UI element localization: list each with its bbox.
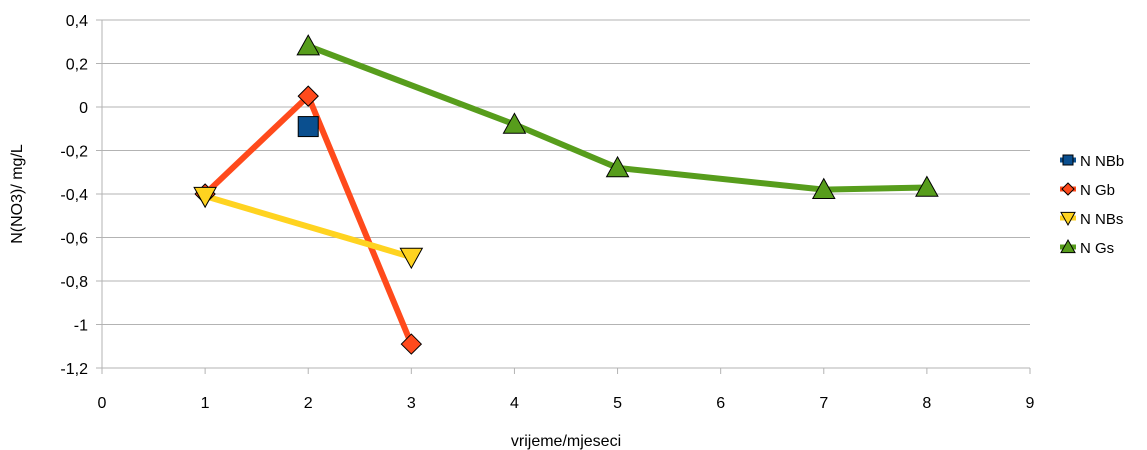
y-tick-label: -0,2 [60,144,88,161]
y-axis-label: N(NO3)/ mg/L [9,144,26,244]
data-point-1 [297,116,319,138]
x-tick-label: 7 [819,395,828,412]
data-point-2 [400,333,423,355]
legend-marker [1061,182,1075,196]
legend: N NBb N Gb N NBs N Gs [1060,153,1124,257]
tick-labels: 0,4 0,2 0 -0,2 -0,4 -0,6 -0,8 -1 -1,2 0 1 2 3 4 5 6 7 8 9 [60,13,1034,412]
legend-label: N Gs [1080,240,1114,257]
y-tick-label: 0 [79,100,88,117]
x-tick-label: 5 [613,395,622,412]
data-point-4 [502,112,527,134]
x-tick-label: 4 [510,395,519,412]
y-tick-label: -0,4 [60,187,88,204]
legend-marker [1060,238,1076,254]
y-tick-label: -0,8 [60,274,88,291]
y-tick-label: -0,6 [60,231,88,248]
x-tick-label: 6 [716,395,725,412]
data-point-4 [296,34,321,56]
legend-marker [1060,211,1076,227]
x-tick-label: 3 [407,395,416,412]
series-layer [193,34,939,355]
series-line-3 [204,193,413,260]
data-point-4 [605,155,630,178]
data-point-4 [915,175,939,197]
legend-marker [1062,154,1074,166]
y-tick-label: 0,4 [66,13,88,30]
legend-label: N NBs [1080,211,1123,228]
x-tick-label: 2 [304,395,313,412]
grid [102,19,1030,369]
y-tick-label: -1,2 [60,361,88,378]
x-tick-label: 8 [922,395,931,412]
axes [96,19,1031,374]
y-tick-label: 0,2 [66,57,88,74]
legend-label: N NBb [1080,153,1124,170]
x-tick-label: 9 [1026,395,1035,412]
x-tick-label: 0 [98,395,107,412]
data-point-3 [399,247,424,270]
data-point-2 [297,85,319,107]
legend-label: N Gb [1080,182,1115,199]
data-point-4 [811,177,836,199]
x-tick-label: 1 [201,395,210,412]
y-tick-label: -1 [74,318,88,335]
data-point-3 [193,186,217,209]
x-axis-label: vrijeme/mjeseci [511,433,621,450]
